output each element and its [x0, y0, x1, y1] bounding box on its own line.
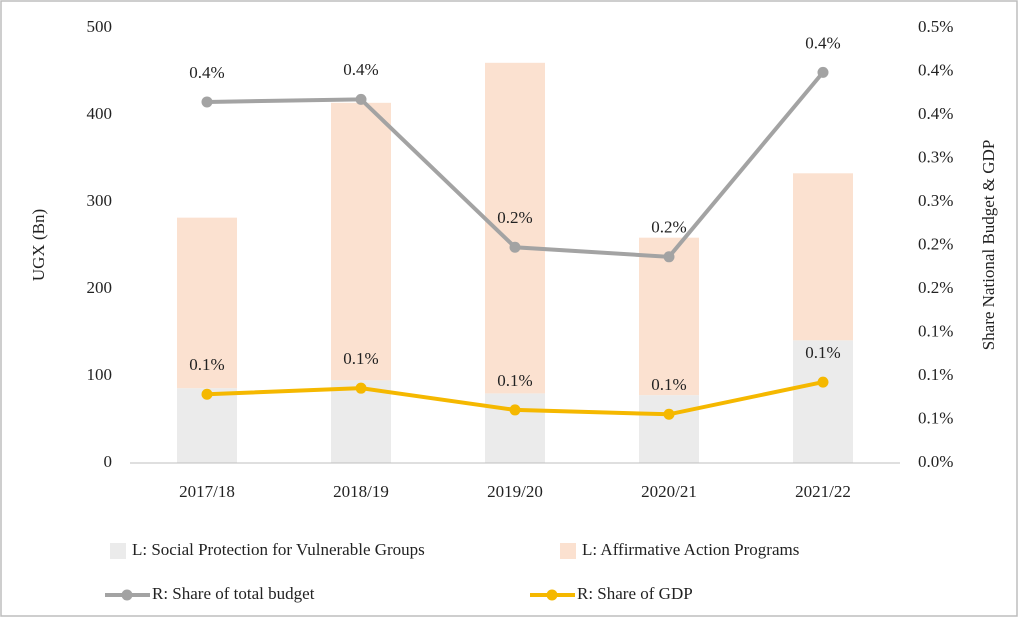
x-tick-label: 2018/19 — [333, 482, 389, 501]
line-marker — [817, 376, 829, 388]
data-label: 0.4% — [343, 60, 378, 79]
data-label: 0.2% — [497, 208, 532, 227]
bar — [793, 173, 853, 341]
y-tick-label: 100 — [87, 365, 113, 384]
y-tick-label: 200 — [87, 278, 113, 297]
data-label: 0.4% — [189, 63, 224, 82]
y-tick-label: 400 — [87, 104, 113, 123]
y2-tick-label: 0.0% — [918, 452, 953, 471]
bar — [793, 340, 853, 463]
y2-tick-label: 0.1% — [918, 365, 953, 384]
line-marker — [201, 96, 213, 108]
line-marker — [201, 388, 213, 400]
bar — [331, 102, 391, 381]
line-marker — [817, 66, 829, 78]
legend-label: R: Share of GDP — [577, 584, 693, 603]
y2-axis-title: Share National Budget & GDP — [979, 140, 998, 351]
y2-tick-label: 0.4% — [918, 60, 953, 79]
legend-swatch — [110, 543, 126, 559]
legend-marker — [546, 589, 558, 601]
legend-swatch — [560, 543, 576, 559]
data-label: 0.1% — [343, 349, 378, 368]
data-label: 0.1% — [497, 371, 532, 390]
bar — [177, 217, 237, 389]
y-tick-label: 300 — [87, 191, 113, 210]
y-tick-label: 0 — [104, 452, 113, 471]
legend-label: R: Share of total budget — [152, 584, 315, 603]
x-tick-label: 2021/22 — [795, 482, 851, 501]
bar — [485, 393, 545, 463]
data-label: 0.2% — [651, 218, 686, 237]
x-tick-label: 2020/21 — [641, 482, 697, 501]
y2-tick-label: 0.4% — [918, 104, 953, 123]
y2-tick-label: 0.1% — [918, 408, 953, 427]
y2-tick-label: 0.3% — [918, 191, 953, 210]
data-label: 0.1% — [651, 375, 686, 394]
y-tick-label: 500 — [87, 17, 113, 36]
line-marker — [509, 404, 521, 416]
legend-label: L: Affirmative Action Programs — [582, 540, 799, 559]
y2-tick-label: 0.3% — [918, 147, 953, 166]
legend-label: L: Social Protection for Vulnerable Grou… — [132, 540, 425, 559]
x-tick-label: 2017/18 — [179, 482, 235, 501]
line-marker — [663, 408, 675, 420]
data-label: 0.1% — [189, 355, 224, 374]
x-tick-label: 2019/20 — [487, 482, 543, 501]
line-marker — [355, 382, 367, 394]
bar — [639, 237, 699, 396]
bar — [639, 395, 699, 463]
data-label: 0.1% — [805, 343, 840, 362]
data-label: 0.4% — [805, 33, 840, 52]
line-marker — [355, 93, 367, 105]
y2-tick-label: 0.2% — [918, 278, 953, 297]
bar — [331, 380, 391, 463]
y2-tick-label: 0.1% — [918, 321, 953, 340]
legend-marker — [121, 589, 133, 601]
y2-tick-label: 0.5% — [918, 17, 953, 36]
bar — [177, 388, 237, 463]
y2-tick-label: 0.2% — [918, 234, 953, 253]
line-marker — [509, 241, 521, 253]
line-marker — [663, 251, 675, 263]
y-axis-title: UGX (Bn) — [29, 209, 48, 281]
